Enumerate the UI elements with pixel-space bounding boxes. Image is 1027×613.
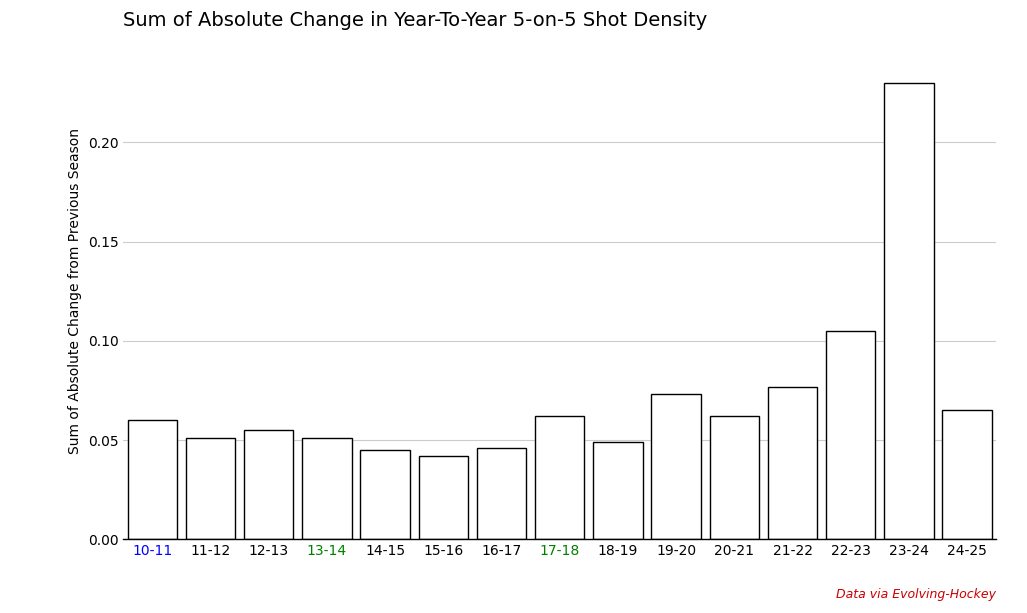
Bar <box>244 430 294 539</box>
Bar <box>419 456 468 539</box>
Bar <box>768 387 817 539</box>
Text: Data via Evolving-Hockey: Data via Evolving-Hockey <box>836 588 996 601</box>
Bar <box>884 83 934 539</box>
Bar <box>594 442 643 539</box>
Bar <box>943 410 992 539</box>
Text: Sum of Absolute Change in Year-To-Year 5-on-5 Shot Density: Sum of Absolute Change in Year-To-Year 5… <box>123 11 708 30</box>
Bar <box>477 448 526 539</box>
Y-axis label: Sum of Absolute Change from Previous Season: Sum of Absolute Change from Previous Sea… <box>68 128 82 454</box>
Bar <box>535 416 584 539</box>
Bar <box>186 438 235 539</box>
Bar <box>651 394 700 539</box>
Bar <box>302 438 351 539</box>
Bar <box>360 450 410 539</box>
Bar <box>710 416 759 539</box>
Bar <box>127 421 177 539</box>
Bar <box>826 331 875 539</box>
